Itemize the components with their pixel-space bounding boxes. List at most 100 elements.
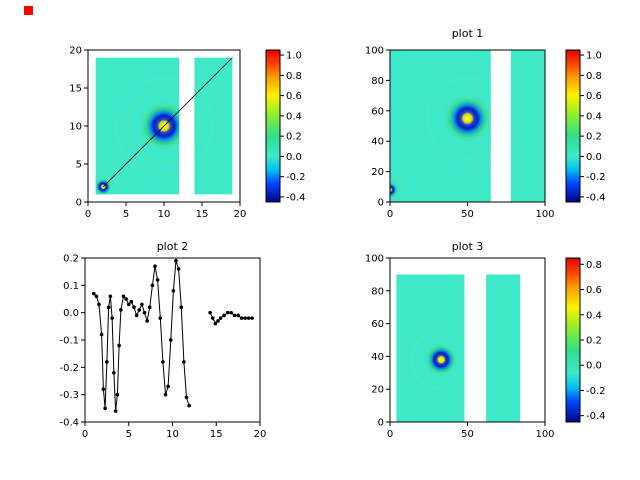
tick-label: 80 (371, 76, 384, 87)
marker-dot (250, 316, 254, 320)
tick-label: -0.4 (586, 192, 606, 203)
marker-dot (171, 289, 176, 293)
axes-frame (389, 257, 546, 423)
tick-label: 5 (76, 160, 82, 171)
tick-label: 0 (387, 209, 393, 220)
axes-frame (84, 257, 261, 423)
tick-label: 1.0 (286, 51, 302, 62)
subplot-plot-2: 0 5 10 15 20 0.2 0.1 0.0 -0.1 -0.2 -0.3 -0.4 (59, 254, 266, 441)
marker-dot (222, 313, 226, 318)
marker-dot (243, 316, 247, 320)
marker-dot (101, 387, 106, 392)
plot3-title: plot 3 (451, 240, 484, 253)
marker-dot (213, 321, 218, 326)
hotspot (433, 84, 502, 153)
tick-label: 0 (76, 198, 82, 209)
marker-dot (145, 319, 149, 323)
tick-label: -0.1 (59, 336, 79, 347)
subplot-plot-1: 0 50 100 0 20 40 60 80 100 1.0 0.8 0.6 0.4 0.2 0.0 -0.2… (365, 46, 606, 221)
marker-dot (163, 392, 168, 397)
marker-dot (124, 297, 128, 301)
marker-dot (108, 294, 113, 299)
marker-dot (140, 302, 144, 307)
axes-frame (389, 49, 546, 203)
tick-label: 50 (461, 209, 474, 220)
marker-dot (174, 258, 178, 263)
plot2-title: plot 2 (156, 240, 189, 253)
marker-dot (112, 371, 116, 375)
marker-dot (110, 316, 114, 320)
tick-label: 0.0 (63, 308, 79, 319)
tick-label: 50 (461, 429, 474, 440)
tick-label: 20 (254, 429, 267, 440)
tick-label: 100 (365, 254, 384, 265)
tick-label: 0.2 (586, 132, 602, 143)
ripple-ring (126, 88, 202, 164)
marker-dot (229, 310, 233, 315)
tick-label: -0.2 (586, 172, 606, 183)
marker-dot (182, 360, 186, 364)
tick-label: 0 (387, 429, 393, 440)
tick-label: 0.1 (63, 281, 79, 292)
axes-frame (87, 49, 241, 203)
marker-dot (232, 313, 237, 318)
tick-label: 15 (196, 209, 209, 220)
tick-label: 40 (371, 137, 384, 148)
tick-label: 20 (234, 209, 247, 220)
tick-label: 100 (535, 429, 554, 440)
tick-label: 40 (371, 352, 384, 363)
marker-dot (161, 360, 165, 364)
ripple-ring (390, 173, 406, 202)
colorbar (265, 49, 281, 203)
marker-dot (210, 316, 215, 320)
tick-label: -0.3 (59, 390, 79, 401)
tick-label: 0 (378, 198, 384, 209)
ripple-ring (114, 76, 214, 176)
overlay-line (102, 57, 233, 188)
tick-label: 0.8 (586, 71, 602, 82)
tick-label: 10 (69, 122, 82, 133)
tick-label: 20 (371, 385, 384, 396)
tick-label: 0.8 (286, 71, 302, 82)
tick-label: 0.4 (286, 111, 302, 122)
marker-dot (155, 278, 160, 282)
marker-dot (91, 291, 96, 296)
marker-dot (103, 406, 107, 411)
tick-label: -0.2 (59, 363, 79, 374)
tick-label: 0.2 (286, 132, 302, 143)
marker-dot (236, 313, 240, 318)
marker-dot (126, 302, 131, 307)
tick-label: -0.4 (586, 411, 606, 422)
plot1-title: plot 1 (451, 27, 484, 40)
marker-dot (94, 294, 99, 299)
tick-label: 0.0 (286, 152, 302, 163)
marker-dot (168, 338, 173, 342)
subplot-heatmap-a: 0 5 10 15 20 0 5 10 15 20 1.0 0.8 0.6 0.4 0.2 0.0 -0.2 -0… (69, 46, 305, 221)
tick-label: 100 (535, 209, 554, 220)
tick-label: 15 (69, 84, 82, 95)
tick-label: 0.2 (63, 254, 79, 265)
hotspot (417, 336, 465, 383)
ripple-ring (415, 66, 520, 171)
marker-dot (134, 313, 139, 318)
tick-label: 80 (371, 286, 384, 297)
tick-label: 1.0 (586, 51, 602, 62)
marker-dot (158, 316, 163, 320)
tick-label: 0.0 (586, 361, 602, 372)
marker-dot (117, 343, 121, 348)
tick-label: 0 (85, 209, 91, 220)
tick-label: 0.6 (286, 91, 302, 102)
marker-dot (105, 360, 109, 364)
tick-label: 20 (69, 46, 82, 57)
tick-label: 0.8 (586, 260, 602, 271)
tick-label: 0 (82, 429, 88, 440)
tick-label: 0.0 (586, 152, 602, 163)
tick-label: 5 (123, 209, 129, 220)
line-series (93, 260, 190, 412)
marker-dot (129, 299, 134, 304)
tick-label: -0.4 (59, 418, 79, 429)
marker-dot (97, 302, 101, 307)
tick-label: 20 (371, 167, 384, 178)
marker-dot (121, 294, 126, 299)
